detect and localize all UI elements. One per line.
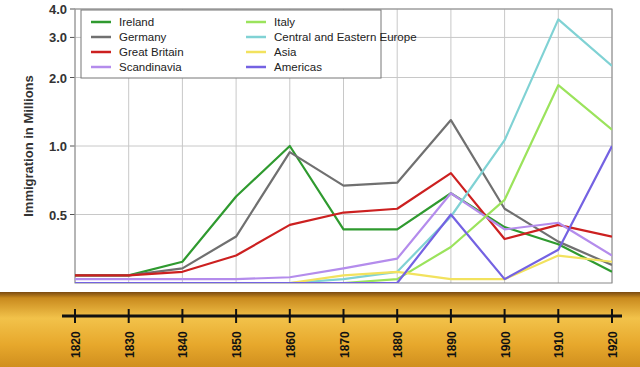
legend-label: Asia (274, 46, 297, 58)
legend-label: Ireland (119, 16, 154, 28)
y-tick-label: 4.0 (49, 2, 67, 17)
plot-frame (75, 9, 612, 283)
x-tick-label: 1840 (176, 331, 190, 358)
legend-label: Americas (274, 61, 322, 73)
x-tick-label: 1860 (284, 331, 298, 358)
legend-swatch (91, 51, 111, 54)
x-tick (557, 309, 559, 323)
y-tick (70, 214, 75, 215)
legend-label: Central and Eastern Europe (274, 31, 417, 43)
x-tick-label: 1870 (338, 331, 352, 358)
x-tick-label: 1910 (552, 331, 566, 358)
y-tick (70, 9, 75, 10)
legend-swatch (246, 36, 266, 39)
y-tick (70, 37, 75, 38)
x-grid-line (504, 9, 505, 283)
y-tick-label: 2.0 (49, 71, 67, 86)
x-tick-label: 1900 (499, 331, 513, 358)
legend-label: Great Britain (119, 46, 184, 58)
series-line (75, 146, 612, 283)
y-tick (70, 146, 75, 147)
legend-swatch (246, 66, 266, 69)
legend-swatch (91, 66, 111, 69)
x-tick (181, 309, 183, 323)
plot-area (75, 9, 612, 283)
x-tick (611, 309, 613, 323)
series-line (75, 256, 612, 283)
x-tick (128, 309, 130, 323)
x-tick (450, 309, 452, 323)
x-tick-label: 1820 (69, 331, 83, 358)
x-tick-label: 1890 (445, 331, 459, 358)
x-tick (235, 309, 237, 323)
series-line (75, 85, 612, 283)
x-grid-line (397, 9, 398, 283)
timeline-axis (62, 315, 622, 318)
background (0, 0, 640, 292)
legend-swatch (91, 36, 111, 39)
legend-swatch (91, 21, 111, 24)
legend-swatch (246, 51, 266, 54)
x-tick-label: 1830 (123, 331, 137, 358)
x-tick (343, 309, 345, 323)
x-tick (74, 309, 76, 323)
x-tick (504, 309, 506, 323)
timeline-bar (0, 292, 640, 367)
legend-label: Italy (274, 16, 295, 28)
y-tick-label: 1.0 (49, 139, 67, 154)
y-tick-label: 0.5 (49, 208, 67, 223)
legend-box (81, 10, 381, 78)
series-line (75, 173, 612, 275)
x-grid-line (450, 9, 451, 283)
y-tick (70, 77, 75, 78)
y-tick-label: 3.0 (49, 30, 67, 45)
x-tick (289, 309, 291, 323)
legend-swatch (246, 21, 266, 24)
series-line (75, 146, 612, 275)
y-axis-label: Immigration in Millions (21, 75, 36, 217)
legend-label: Scandinavia (119, 61, 182, 73)
legend-label: Germany (119, 31, 167, 43)
x-tick-label: 1880 (391, 331, 405, 358)
chart: 0.5 1.0 2.0 3.0 4.0 Immigration in Millions Ir… (0, 0, 640, 367)
x-tick (396, 309, 398, 323)
x-tick-label: 1850 (230, 331, 244, 358)
x-tick-label: 1920 (606, 331, 620, 358)
